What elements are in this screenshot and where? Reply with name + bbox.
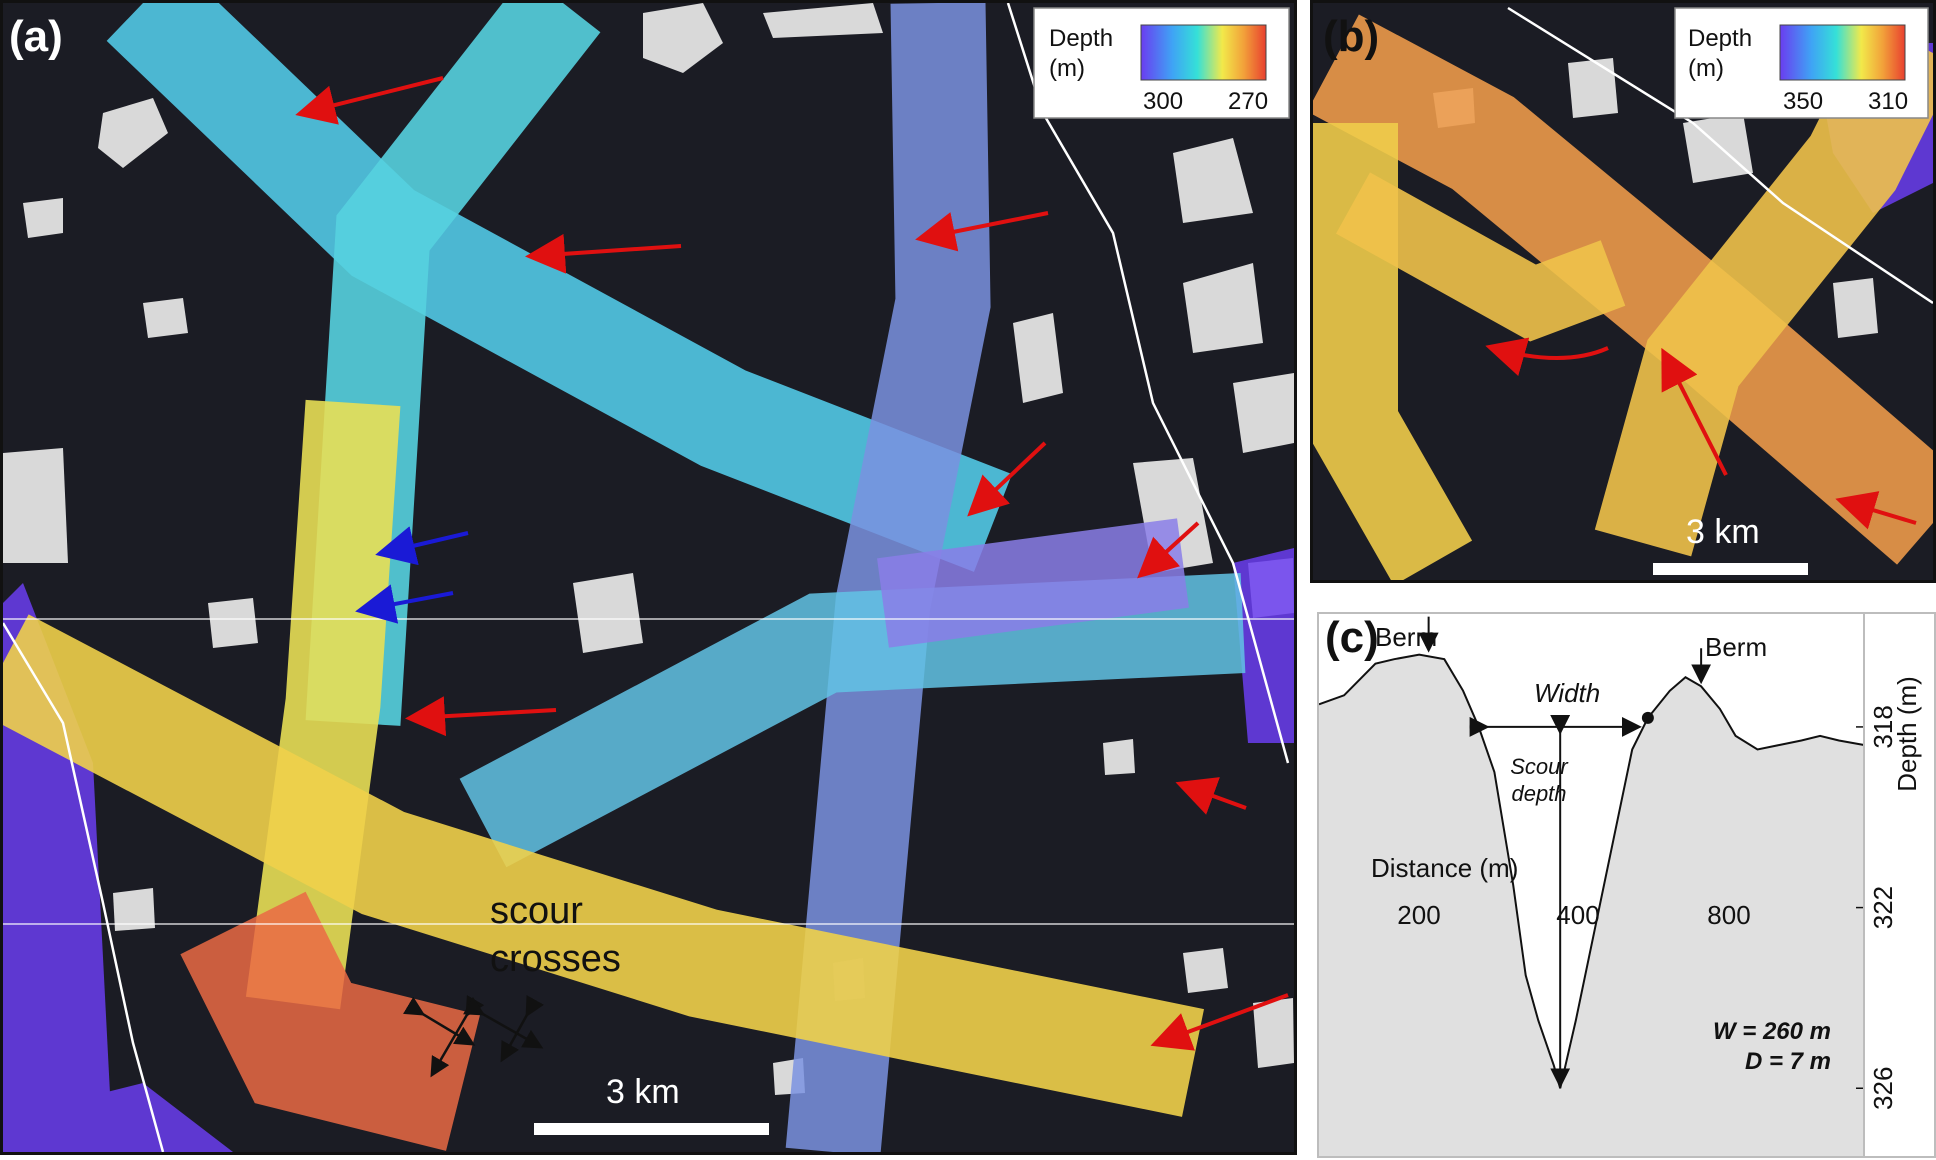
w-value-label: W = 260 m: [1713, 1018, 1831, 1045]
panel-b-svg: (b) 3 km Depth (m) 350 310: [1313, 6, 1933, 580]
profile-annotations: [1418, 616, 1712, 1089]
annotation-crosses: crosses: [490, 938, 621, 980]
berm-right-label: Berm: [1705, 632, 1767, 662]
panel-a-label: (a): [9, 12, 63, 61]
annotation-scour: scour: [490, 890, 583, 932]
x-tick-label: 200: [1397, 900, 1440, 930]
scour-rim-point: [1469, 720, 1482, 733]
cross-arrow: [430, 995, 485, 1078]
x-axis-label: Distance (m): [1371, 853, 1518, 883]
red-arrow: [1485, 337, 1609, 377]
scour-depth-label-1: Scour: [1510, 754, 1569, 779]
y-tick-label: 318: [1868, 705, 1898, 748]
scalebar-b-label: 3 km: [1686, 513, 1760, 551]
cross-arrow: [463, 996, 544, 1049]
scalebar-a-label: 3 km: [606, 1073, 680, 1111]
panel-b-label: (b): [1323, 12, 1379, 61]
width-label: Width: [1534, 678, 1600, 708]
red-arrow: [1137, 521, 1200, 579]
y-axis-label: Depth (m): [1892, 676, 1922, 792]
legend-a-title1: Depth: [1049, 25, 1113, 52]
x-axis-ticks: 200 400 800: [1397, 900, 1750, 930]
cross-arrow: [500, 995, 545, 1063]
legend-b-title2: (m): [1688, 55, 1724, 82]
scour-rim-point: [1641, 711, 1654, 724]
red-arrow: [1835, 491, 1917, 530]
legend-a-max: 270: [1228, 88, 1268, 115]
blue-arrow: [375, 526, 469, 566]
legend-b-title1: Depth: [1688, 25, 1752, 52]
legend-b-colorbar: [1779, 24, 1906, 81]
legend-b: Depth (m) 350 310: [1674, 7, 1929, 119]
x-tick-label: 800: [1707, 900, 1750, 930]
legend-a-colorbar: [1140, 24, 1267, 81]
red-arrow: [295, 76, 444, 125]
red-arrow: [1175, 777, 1247, 815]
y-axis-ticks: 318 322 326: [1856, 614, 1898, 1156]
scour-cross-markers: [402, 995, 545, 1078]
red-arrow: [405, 696, 557, 737]
survey-boundary-line: [1507, 6, 1933, 305]
legend-a-title2: (m): [1049, 55, 1085, 82]
red-arrow: [525, 233, 682, 274]
red-arrow: [1661, 347, 1728, 476]
legend-b-min: 350: [1783, 88, 1823, 115]
y-tick-label: 326: [1868, 1067, 1898, 1110]
y-tick-label: 322: [1868, 886, 1898, 929]
blue-arrow: [355, 584, 454, 624]
x-tick-label: 400: [1556, 900, 1599, 930]
legend-a: Depth (m) 300 270: [1033, 7, 1290, 119]
d-value-label: D = 7 m: [1745, 1048, 1831, 1075]
panel-a-svg: (a) scour crosses 3 km Depth (m) 300 270: [3, 3, 1294, 1152]
drift-arrows-red: [1485, 337, 1917, 530]
legend-b-max: 310: [1868, 88, 1908, 115]
drift-arrows-red: [295, 76, 1289, 1051]
panel-a-map: (a) scour crosses 3 km Depth (m) 300 270: [0, 0, 1297, 1155]
scour-tracks: [3, 3, 1246, 1152]
survey-boundary-line: [3, 622, 165, 1152]
red-arrow: [1150, 993, 1289, 1051]
drift-arrows-blue: [355, 526, 469, 624]
panel-c-profile-chart: 318 322 326 200 400 800 (c) Distance (m) Dep…: [1317, 612, 1936, 1158]
panel-b-map: (b) 3 km Depth (m) 350 310: [1310, 0, 1936, 583]
scalebar-a: [534, 1123, 769, 1135]
red-arrow: [967, 441, 1047, 517]
legend-a-min: 300: [1143, 88, 1183, 115]
panel-c-svg: 318 322 326 200 400 800 (c) Distance (m) Dep…: [1319, 614, 1922, 1156]
red-arrow: [915, 211, 1049, 252]
profile-area: [1319, 654, 1864, 1156]
panel-c-label: (c): [1325, 614, 1379, 662]
scalebar-b: [1653, 563, 1808, 575]
berm-left-label: Berm: [1375, 622, 1437, 652]
profile-line: [1319, 653, 1865, 1089]
scour-depth-label-2: depth: [1511, 781, 1566, 806]
